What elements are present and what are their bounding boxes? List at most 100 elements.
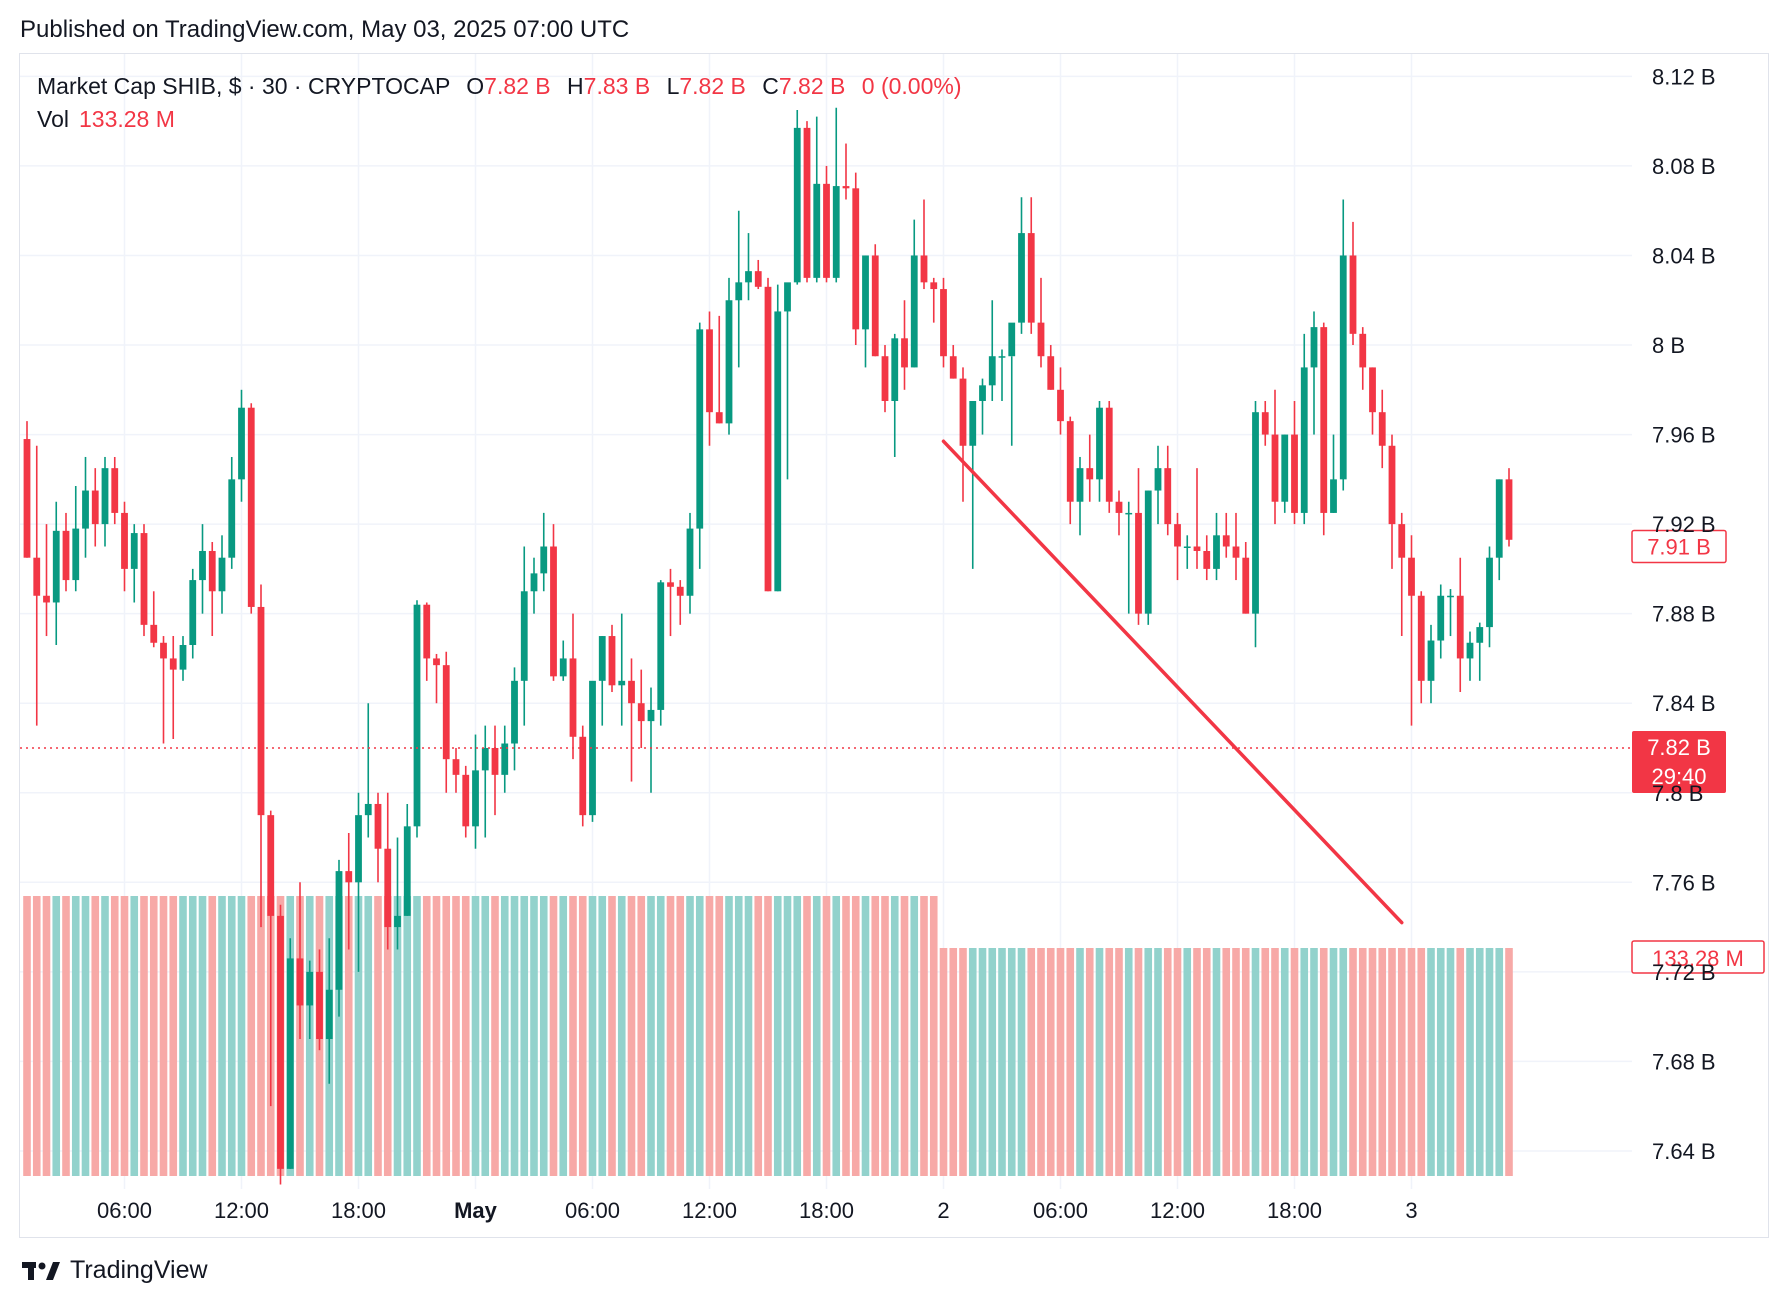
- volume-bar: [208, 896, 217, 1176]
- candle-body: [930, 282, 938, 290]
- volume-bar: [1436, 948, 1445, 1176]
- volume-bar: [481, 896, 490, 1176]
- volume-bar: [130, 896, 139, 1176]
- volume-bar: [1466, 948, 1474, 1176]
- volume-bar: [744, 896, 753, 1176]
- volume-bar: [227, 896, 236, 1176]
- candle-body: [1486, 557, 1493, 628]
- candle-body: [676, 586, 684, 596]
- volume-bar: [1300, 948, 1309, 1176]
- candle: [940, 277, 947, 368]
- volume-bar: [188, 896, 197, 1176]
- candle-body: [72, 528, 80, 581]
- volume-bar: [471, 896, 480, 1176]
- volume-bar: [754, 896, 763, 1176]
- volume-bar: [822, 896, 831, 1176]
- volume-bar: [140, 896, 148, 1176]
- candle: [384, 792, 392, 950]
- last-close-box: [1631, 529, 1727, 564]
- volume-bar: [959, 948, 967, 1176]
- candle-body: [559, 658, 567, 677]
- candle-body: [1066, 421, 1074, 502]
- candle-body: [1320, 327, 1328, 513]
- candle: [1096, 400, 1103, 502]
- volume-bar: [1271, 948, 1279, 1176]
- volume-bar: [530, 896, 538, 1176]
- candle-body: [1437, 595, 1445, 641]
- candle: [842, 143, 850, 200]
- candle: [403, 803, 411, 916]
- volume-bar: [871, 896, 880, 1176]
- candle-body: [1047, 356, 1055, 390]
- candle: [218, 535, 226, 614]
- candle-body: [43, 595, 50, 603]
- volume-bar: [1261, 948, 1270, 1176]
- open-label: O: [466, 73, 485, 99]
- volume-bar: [1222, 948, 1231, 1176]
- candle-body: [238, 407, 245, 480]
- candle: [247, 403, 255, 614]
- candle-body: [940, 289, 947, 357]
- candle: [1174, 512, 1181, 581]
- volume-bar: [910, 896, 919, 1176]
- candle-body: [745, 271, 752, 283]
- candle: [686, 512, 694, 614]
- x-tick-label: 12:00: [682, 1198, 737, 1223]
- candle: [452, 747, 460, 793]
- published-note: Published on TradingView.com, May 03, 20…: [20, 16, 630, 43]
- candle-body: [1359, 333, 1367, 368]
- current-price-text: 7.82 B: [1647, 735, 1711, 760]
- current-price-tag: 7.82 B 29:40: [1632, 730, 1726, 793]
- candle: [1252, 400, 1259, 648]
- volume-bar: [1027, 948, 1036, 1176]
- x-tick-label: 12:00: [214, 1198, 269, 1223]
- candle-body: [1261, 412, 1269, 435]
- candle: [920, 199, 928, 290]
- volume-bar: [949, 948, 958, 1176]
- volume-bar: [403, 896, 412, 1176]
- candle: [462, 765, 470, 838]
- candle-body: [774, 311, 782, 592]
- candle: [1066, 416, 1074, 525]
- tradingview-brand[interactable]: TradingView: [22, 1256, 208, 1285]
- y-tick-label: 7.8 B: [1652, 781, 1703, 806]
- candle-body: [1125, 512, 1133, 515]
- candle: [277, 904, 284, 1185]
- candle-body: [1232, 546, 1240, 558]
- candle: [784, 282, 791, 480]
- volume-bar: [1485, 948, 1494, 1176]
- candle-body: [852, 188, 860, 330]
- candle: [1271, 389, 1279, 525]
- candle-body: [335, 871, 343, 990]
- candle: [813, 116, 821, 283]
- candle-body: [764, 286, 772, 592]
- volume-bar: [383, 896, 392, 1176]
- volume-bar: [1329, 948, 1338, 1176]
- candle-body: [608, 636, 616, 686]
- candle-body: [199, 550, 206, 581]
- candle: [618, 613, 626, 726]
- candle-body: [706, 329, 713, 413]
- volume-bar: [110, 896, 119, 1176]
- candle-body: [793, 127, 801, 283]
- candle: [1447, 589, 1454, 637]
- volume-bar: [725, 896, 733, 1176]
- candle: [43, 524, 50, 637]
- volume-tag: 133.28 M: [1631, 940, 1765, 974]
- candle: [394, 837, 401, 950]
- candle: [1057, 367, 1064, 435]
- volume-bar: [1417, 948, 1426, 1176]
- candle-body: [1398, 524, 1406, 558]
- candle-body: [169, 658, 177, 670]
- volume-bar: [695, 896, 704, 1176]
- volume-bar: [442, 896, 451, 1176]
- candle-body: [1135, 512, 1142, 614]
- candle-body: [998, 356, 1006, 358]
- volume-bar: [23, 896, 31, 1176]
- candle-body: [247, 407, 255, 607]
- y-tick-label: 7.88 B: [1652, 602, 1716, 627]
- candle-body: [82, 490, 89, 529]
- candle: [1086, 434, 1094, 502]
- candle: [1037, 277, 1045, 368]
